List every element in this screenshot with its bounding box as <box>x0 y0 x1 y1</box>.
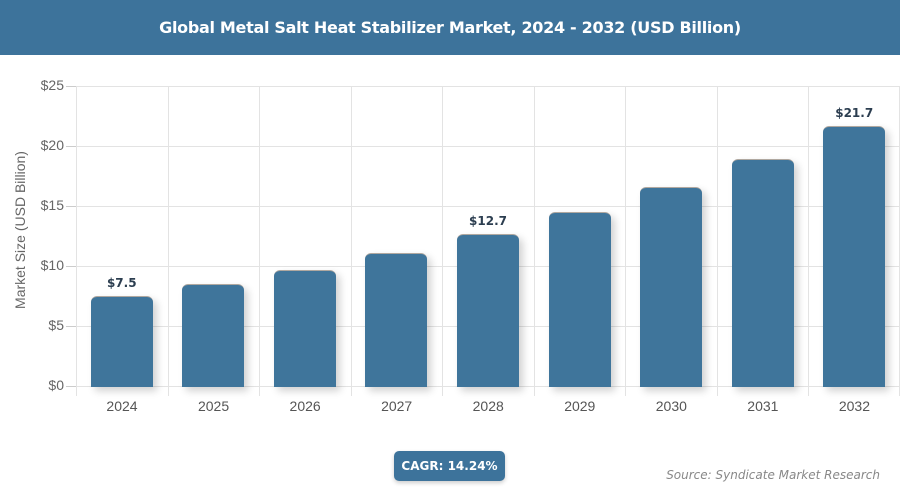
x-tick-label: 2032 <box>838 398 871 414</box>
gridline-vertical <box>533 86 535 396</box>
x-tick-label: 2030 <box>655 398 687 414</box>
y-axis-label: Market Size (USD Billion) <box>12 151 28 309</box>
gridline-vertical <box>259 86 261 396</box>
gridline-vertical <box>167 86 169 396</box>
bar-2030[interactable] <box>640 186 703 387</box>
y-tick-label: $25 <box>40 77 64 93</box>
x-tick-label: 2031 <box>747 398 779 414</box>
bar-2031[interactable] <box>731 159 794 387</box>
gridline-vertical <box>350 86 352 396</box>
bar-value-label: $12.7 <box>469 213 507 228</box>
bar-2028[interactable] <box>457 233 519 387</box>
gridline-horizontal <box>76 146 900 147</box>
gridline-horizontal <box>76 86 900 87</box>
x-tick-label: 2027 <box>381 398 413 414</box>
gridline-vertical <box>76 86 77 396</box>
x-tick-label: 2029 <box>564 398 596 414</box>
y-tick-mark <box>66 206 76 207</box>
bar-2026[interactable] <box>273 269 336 387</box>
gridline-vertical <box>716 86 718 396</box>
bar-2025[interactable] <box>182 284 245 387</box>
y-tick-mark <box>66 326 76 327</box>
y-tick-label: $10 <box>40 257 64 273</box>
chart-header: Global Metal Salt Heat Stabilizer Market… <box>0 0 900 55</box>
y-tick-label: $5 <box>48 317 64 333</box>
bar-2024[interactable] <box>90 296 153 387</box>
y-tick-label: $20 <box>40 137 64 153</box>
y-tick-mark <box>66 266 76 267</box>
x-tick-label: 2026 <box>289 398 321 414</box>
bar-2029[interactable] <box>548 212 611 387</box>
gridline-vertical <box>808 86 810 396</box>
y-tick-mark <box>66 86 76 87</box>
plot-area: $7.5 $12.7 $21.7 <box>76 86 900 396</box>
x-tick-label: 2024 <box>106 398 138 414</box>
source-note: Source: Syndicate Market Research <box>666 468 880 482</box>
y-tick-label: $0 <box>48 377 64 393</box>
bar-2032[interactable] <box>823 125 886 387</box>
y-tick-mark <box>66 146 76 147</box>
gridline-horizontal <box>76 206 900 207</box>
gridline-vertical <box>442 86 444 396</box>
bar-2027[interactable] <box>365 252 428 387</box>
x-tick-label: 2028 <box>472 398 504 414</box>
chart-title: Global Metal Salt Heat Stabilizer Market… <box>159 18 741 37</box>
bar-value-label: $21.7 <box>835 105 874 120</box>
y-tick-label: $15 <box>40 197 64 213</box>
gridline-vertical <box>625 86 627 396</box>
bar-value-label: $7.5 <box>106 276 137 290</box>
cagr-badge: CAGR: 14.24% <box>394 451 505 481</box>
x-tick-label: 2025 <box>197 398 230 414</box>
y-tick-mark <box>66 386 76 387</box>
